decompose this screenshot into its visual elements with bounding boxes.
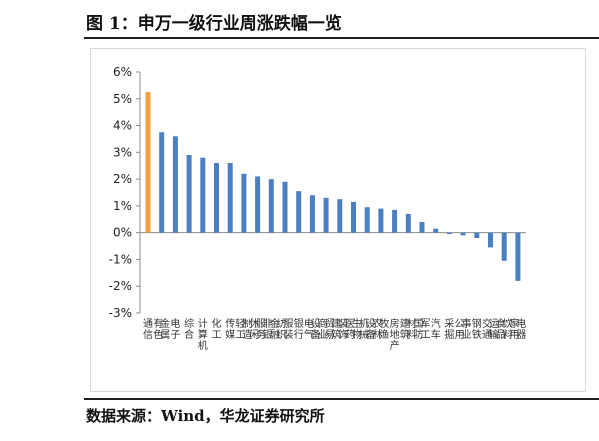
bar-18 — [378, 208, 384, 233]
category-label: 电气设备 — [304, 317, 321, 341]
bar-10 — [268, 179, 274, 233]
y-tick-label: -3% — [109, 306, 132, 320]
bar-11 — [282, 181, 288, 233]
bar-12 — [296, 191, 302, 233]
bar-17 — [364, 207, 370, 233]
axis-layer: -3% -2% -1% 0% 1% 2% 3% 4% 5% 6% — [109, 65, 526, 320]
category-label: 纺织服装 — [277, 317, 294, 341]
bar-23 — [446, 232, 452, 235]
y-tick-label: -2% — [109, 279, 132, 293]
category-label: 电子 — [170, 317, 180, 341]
category-label: 建筑材料 — [400, 317, 417, 341]
bar-5 — [200, 157, 206, 233]
category-label: 家用电器 — [509, 317, 526, 341]
category-label: 传媒 — [225, 318, 235, 341]
y-tick-label: -1% — [109, 252, 132, 266]
bar-14 — [323, 197, 329, 233]
category-label: 轻工制造 — [235, 317, 252, 341]
y-tick-label: 5% — [113, 92, 132, 106]
bar-15 — [337, 199, 343, 233]
bar-21 — [419, 221, 425, 233]
category-label: 计算机 — [198, 317, 208, 352]
bar-27 — [501, 232, 507, 261]
bar-2 — [159, 132, 165, 233]
y-tick-label: 3% — [113, 145, 132, 159]
bar-19 — [392, 209, 398, 233]
bar-13 — [309, 195, 315, 233]
bar-16 — [351, 201, 356, 233]
bar-4 — [186, 155, 192, 233]
y-tick-label: 6% — [113, 65, 132, 79]
title-rule — [84, 37, 599, 39]
category-label: 公用事业 — [455, 317, 472, 341]
bar-9 — [255, 176, 261, 233]
category-label: 通信 — [143, 318, 153, 341]
category-label: 交通运输 — [482, 317, 499, 341]
category-label: 医药生物 — [345, 317, 362, 341]
bar-1 — [145, 92, 151, 233]
category-label: 汽车 — [431, 317, 441, 341]
bar-8 — [241, 173, 247, 233]
bar-28 — [515, 232, 521, 281]
source-rule — [84, 398, 599, 400]
category-label: 采掘 — [444, 318, 454, 341]
category-label: 银行 — [294, 317, 304, 341]
y-tick-label: 0% — [113, 226, 132, 240]
bar-26 — [488, 232, 493, 248]
y-tick-label: 1% — [113, 199, 132, 213]
category-label: 综合 — [184, 317, 194, 341]
bar-3 — [172, 136, 178, 233]
category-label: 有色金属 — [153, 317, 170, 341]
plot-frame — [90, 48, 586, 392]
category-label: 非银金融 — [263, 317, 280, 341]
bar-7 — [227, 163, 233, 233]
bar-24 — [460, 232, 466, 236]
category-label: 房地产 — [390, 317, 400, 352]
figure-title: 图 1：申万一级行业周涨跌幅一览 — [86, 14, 342, 34]
bar-25 — [474, 232, 480, 239]
category-label: 建筑装饰 — [331, 317, 348, 341]
category-label: 国防军工 — [414, 318, 431, 341]
y-tick-label: 2% — [113, 172, 132, 186]
category-label: 化工 — [212, 317, 222, 341]
y-tick-label: 4% — [113, 119, 132, 133]
category-label: 农林牧渔 — [372, 317, 389, 341]
category-label: 食品饮料 — [496, 317, 513, 341]
bar-layer — [145, 92, 521, 281]
category-label: 商业贸易 — [318, 317, 335, 341]
category-label: 机械设备 — [359, 317, 376, 341]
category-label: 休闲服务 — [249, 318, 266, 341]
source-note: 数据来源：Wind，华龙证券研究所 — [86, 407, 325, 425]
label-layer: 通信有色金属电子综合计算机化工传媒轻工制造休闲服务非银金融纺织服装银行电气设备商… — [143, 317, 526, 352]
bar-6 — [214, 163, 219, 233]
category-label: 钢铁 — [472, 317, 482, 341]
bar-22 — [433, 228, 439, 233]
bar-20 — [405, 213, 411, 233]
